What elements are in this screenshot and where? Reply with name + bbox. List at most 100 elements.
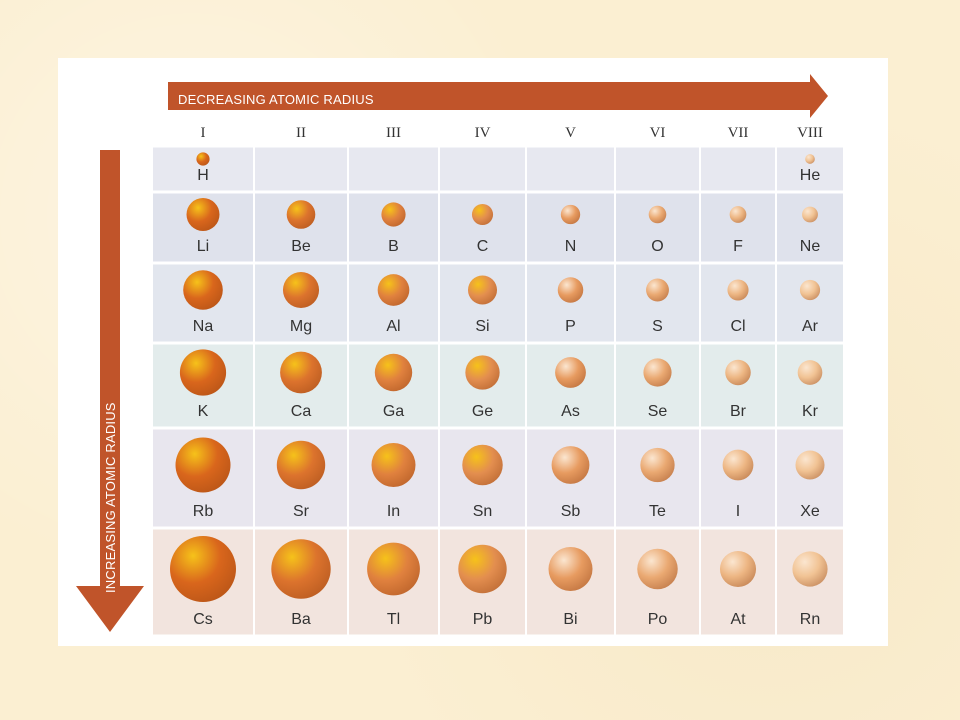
atom-sphere-Sn	[462, 444, 503, 486]
atom-sphere-Ca	[280, 351, 322, 394]
element-grid	[151, 144, 845, 638]
group-header-VIII: VIII	[797, 125, 823, 141]
atom-sphere-Se	[643, 358, 672, 387]
atom-sphere-O	[648, 205, 667, 224]
element-symbol-Ca: Ca	[291, 403, 312, 420]
atom-sphere-Xe	[795, 450, 825, 480]
element-symbol-Sn: Sn	[473, 503, 493, 520]
atom-sphere-H	[196, 152, 210, 166]
element-symbol-Br: Br	[730, 403, 747, 420]
element-symbol-O: O	[651, 238, 663, 255]
atom-sphere-F	[729, 206, 747, 223]
element-symbol-Ne: Ne	[800, 238, 821, 255]
atom-sphere-Sr	[276, 440, 326, 490]
atom-sphere-Al	[377, 274, 410, 306]
element-symbol-Na: Na	[193, 318, 214, 335]
atom-sphere-K	[179, 349, 227, 396]
atom-sphere-Si	[467, 275, 498, 305]
group-header-VI: VI	[650, 125, 666, 141]
element-symbol-N: N	[565, 238, 577, 255]
atom-sphere-I	[722, 449, 754, 481]
atom-sphere-Mg	[282, 271, 320, 309]
decreasing-radius-label: DECREASING ATOMIC RADIUS	[178, 92, 374, 107]
group-headers: I II III IV V VI VII VIII	[201, 125, 823, 141]
atom-sphere-Rb	[175, 437, 231, 493]
atom-sphere-At	[719, 550, 757, 588]
atom-sphere-Be	[286, 200, 316, 229]
element-symbol-K: K	[198, 403, 209, 420]
element-symbol-H: H	[197, 167, 209, 184]
atom-sphere-Pb	[458, 544, 507, 594]
element-symbol-Ge: Ge	[472, 403, 493, 420]
element-symbol-Bi: Bi	[563, 611, 577, 628]
increasing-radius-label: INCREASING ATOMIC RADIUS	[103, 402, 118, 593]
element-symbol-He: He	[800, 167, 821, 184]
element-symbol-Mg: Mg	[290, 318, 312, 335]
atom-sphere-Ne	[802, 206, 818, 223]
element-cells: H He Li Be B C N O F Ne Na Mg Al Si P S Cl Ar K Ca Ga Ge As Se B…	[170, 152, 828, 628]
element-symbol-Po: Po	[648, 611, 668, 628]
atom-sphere-Po	[637, 548, 678, 590]
element-symbol-As: As	[561, 403, 580, 420]
element-symbol-Ba: Ba	[291, 611, 311, 628]
element-symbol-Sb: Sb	[561, 503, 581, 520]
atom-sphere-Ba	[271, 539, 331, 599]
element-symbol-Te: Te	[649, 503, 666, 520]
element-symbol-F: F	[733, 238, 743, 255]
atom-sphere-S	[646, 278, 669, 302]
group-header-IV: IV	[475, 125, 491, 141]
atom-sphere-In	[371, 443, 416, 487]
atom-sphere-Bi	[548, 547, 593, 591]
group-header-III: III	[386, 125, 401, 141]
element-symbol-Tl: Tl	[387, 611, 400, 628]
element-symbol-Cl: Cl	[730, 318, 745, 335]
group-header-I: I	[201, 125, 206, 141]
element-symbol-Sr: Sr	[293, 503, 310, 520]
element-symbol-Xe: Xe	[800, 503, 820, 520]
diagram-canvas: DECREASING ATOMIC RADIUS INCREASING ATOM…	[76, 74, 845, 638]
element-symbol-Al: Al	[386, 318, 400, 335]
decreasing-radius-arrow: DECREASING ATOMIC RADIUS	[168, 74, 828, 118]
atom-sphere-Cs	[170, 536, 236, 602]
group-header-II: II	[296, 125, 306, 141]
atom-sphere-Ge	[465, 355, 500, 390]
element-symbol-P: P	[565, 318, 576, 335]
element-symbol-Cs: Cs	[193, 611, 213, 628]
element-symbol-In: In	[387, 503, 400, 520]
group-header-V: V	[565, 125, 576, 141]
atom-sphere-Cl	[727, 279, 749, 301]
element-symbol-At: At	[730, 611, 746, 628]
atom-sphere-Ar	[799, 279, 821, 301]
atom-sphere-Rn	[792, 551, 828, 587]
element-symbol-Ar: Ar	[802, 318, 819, 335]
atom-sphere-C	[471, 203, 494, 226]
atom-sphere-Kr	[797, 360, 823, 385]
element-symbol-B: B	[388, 238, 399, 255]
atom-sphere-Te	[640, 447, 675, 483]
atom-sphere-Sb	[551, 446, 590, 484]
atomic-radius-diagram: DECREASING ATOMIC RADIUS INCREASING ATOM…	[58, 58, 888, 646]
element-symbol-Ga: Ga	[383, 403, 404, 420]
element-symbol-Kr: Kr	[802, 403, 819, 420]
atom-sphere-Tl	[367, 542, 420, 596]
element-symbol-Rb: Rb	[193, 503, 214, 520]
element-symbol-Se: Se	[648, 403, 668, 420]
period-row-bg	[152, 263, 844, 343]
element-symbol-Rn: Rn	[800, 611, 820, 628]
element-symbol-Si: Si	[475, 318, 489, 335]
element-symbol-Li: Li	[197, 238, 209, 255]
atom-sphere-N	[560, 204, 581, 225]
element-symbol-I: I	[736, 503, 740, 520]
atom-sphere-Li	[186, 198, 220, 231]
element-symbol-S: S	[652, 318, 663, 335]
atom-sphere-Ga	[374, 353, 413, 392]
element-symbol-Be: Be	[291, 238, 311, 255]
group-header-VII: VII	[728, 125, 749, 141]
atom-sphere-Br	[725, 359, 751, 386]
element-symbol-C: C	[477, 238, 489, 255]
period-row-bg	[152, 192, 844, 263]
atom-sphere-He	[805, 154, 815, 164]
atom-sphere-B	[381, 202, 406, 227]
increasing-radius-arrow: INCREASING ATOMIC RADIUS	[76, 150, 144, 632]
element-symbol-Pb: Pb	[473, 611, 493, 628]
